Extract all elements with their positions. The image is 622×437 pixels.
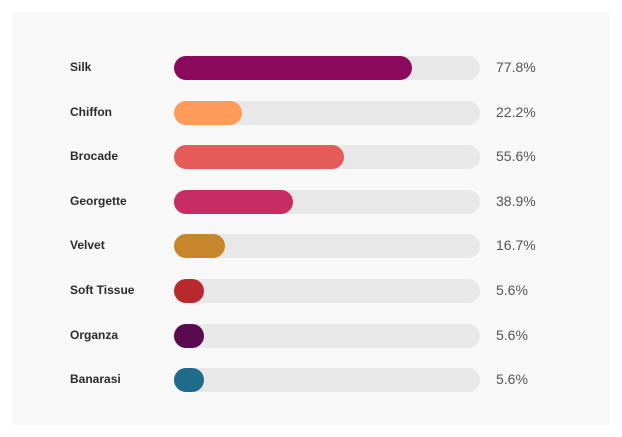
bar-track [174,100,480,125]
value-label: 5.6% [496,326,528,343]
category-label: Organza [70,327,119,342]
value-label: 5.6% [496,282,528,298]
bar-row: Chiffon 22.2% [12,99,610,127]
category-label: Soft Tissue [70,283,135,297]
bar-track [174,56,480,80]
bar-fill [174,234,226,259]
value-label: 16.7% [496,237,536,254]
value-label: 77.8% [496,59,536,75]
bar-fill [174,368,204,393]
bar-track [174,368,480,393]
bar-track [174,234,480,259]
category-label: Brocade [70,149,119,164]
value-label: 22.2% [496,103,536,120]
bar-fill [174,189,294,214]
bar-track [174,145,480,170]
bar-row: Brocade 55.6% [12,143,610,171]
value-label: 38.9% [496,192,536,209]
chart-card: Silk 77.8% Chiffon 22.2% Brocade 55.6% Georget… [12,12,610,425]
bar-fill [174,100,242,125]
bar-row: Silk 77.8% [12,54,610,82]
category-label: Banarasi [70,372,121,387]
category-label: Chiffon [70,104,112,119]
bar-fill [174,323,204,348]
bar-track [174,323,480,348]
bar-track [174,279,480,303]
bar-fill [174,145,345,170]
bar-row: Velvet 16.7% [12,232,610,260]
bar-row: Soft Tissue 5.6% [12,277,610,305]
category-label: Georgette [70,193,127,208]
bar-track [174,189,480,214]
bar-fill [174,279,204,303]
bar-row: Organza 5.6% [12,322,610,350]
bar-fill [174,56,413,80]
category-label: Silk [70,60,92,74]
value-label: 5.6% [496,371,528,388]
value-label: 55.6% [496,148,536,165]
bar-row: Georgette 38.9% [12,188,610,216]
progress-bar-chart: Silk 77.8% Chiffon 22.2% Brocade 55.6% Georget… [12,12,610,425]
category-label: Velvet [70,238,105,253]
bar-row: Banarasi 5.6% [12,366,610,394]
